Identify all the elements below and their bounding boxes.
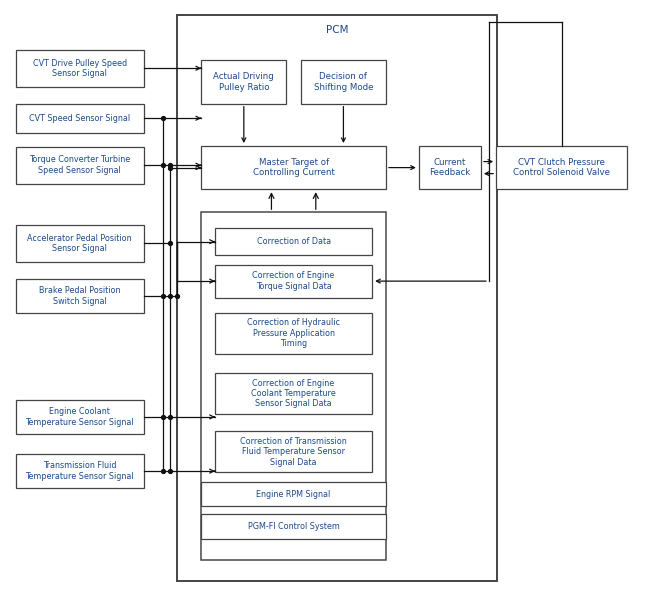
Text: Engine Coolant
Temperature Sensor Signal: Engine Coolant Temperature Sensor Signal [26, 407, 134, 427]
FancyBboxPatch shape [16, 225, 143, 262]
Text: PGM-FI Control System: PGM-FI Control System [247, 522, 340, 531]
FancyBboxPatch shape [201, 514, 386, 538]
FancyBboxPatch shape [215, 313, 372, 354]
Text: Correction of Transmission
Fluid Temperature Sensor
Signal Data: Correction of Transmission Fluid Tempera… [240, 437, 347, 466]
Text: Torque Converter Turbine
Speed Sensor Signal: Torque Converter Turbine Speed Sensor Si… [29, 155, 130, 175]
FancyBboxPatch shape [16, 400, 143, 434]
FancyBboxPatch shape [301, 60, 386, 104]
FancyBboxPatch shape [215, 264, 372, 298]
FancyBboxPatch shape [16, 454, 143, 488]
FancyBboxPatch shape [201, 212, 386, 560]
Text: Decision of
Shifting Mode: Decision of Shifting Mode [314, 73, 373, 92]
FancyBboxPatch shape [201, 146, 386, 189]
Text: Correction of Data: Correction of Data [257, 237, 331, 246]
FancyBboxPatch shape [215, 373, 372, 414]
Text: Current
Feedback: Current Feedback [429, 158, 470, 177]
Text: PCM: PCM [326, 25, 348, 36]
FancyBboxPatch shape [418, 146, 481, 189]
FancyBboxPatch shape [16, 279, 143, 313]
FancyBboxPatch shape [201, 482, 386, 506]
FancyBboxPatch shape [177, 15, 497, 581]
Text: CVT Drive Pulley Speed
Sensor Signal: CVT Drive Pulley Speed Sensor Signal [33, 59, 127, 78]
FancyBboxPatch shape [215, 431, 372, 473]
FancyBboxPatch shape [496, 146, 627, 189]
FancyBboxPatch shape [215, 229, 372, 255]
FancyBboxPatch shape [201, 60, 286, 104]
Text: Accelerator Pedal Position
Sensor Signal: Accelerator Pedal Position Sensor Signal [28, 234, 132, 253]
FancyBboxPatch shape [16, 146, 143, 184]
FancyBboxPatch shape [16, 104, 143, 132]
Text: CVT Speed Sensor Signal: CVT Speed Sensor Signal [29, 114, 130, 123]
FancyBboxPatch shape [16, 50, 143, 87]
Text: Correction of Engine
Coolant Temperature
Sensor Signal Data: Correction of Engine Coolant Temperature… [251, 379, 336, 408]
Text: Correction of Hydraulic
Pressure Application
Timing: Correction of Hydraulic Pressure Applica… [247, 318, 340, 348]
Text: Transmission Fluid
Temperature Sensor Signal: Transmission Fluid Temperature Sensor Si… [26, 462, 134, 481]
Text: Master Target of
Controlling Current: Master Target of Controlling Current [253, 158, 334, 177]
Text: Correction of Engine
Torque Signal Data: Correction of Engine Torque Signal Data [253, 272, 335, 291]
Text: Engine RPM Signal: Engine RPM Signal [257, 489, 331, 499]
Text: Actual Driving
Pulley Ratio: Actual Driving Pulley Ratio [213, 73, 274, 92]
Text: CVT Clutch Pressure
Control Solenoid Valve: CVT Clutch Pressure Control Solenoid Val… [513, 158, 610, 177]
Text: Brake Pedal Position
Switch Signal: Brake Pedal Position Switch Signal [39, 286, 120, 306]
